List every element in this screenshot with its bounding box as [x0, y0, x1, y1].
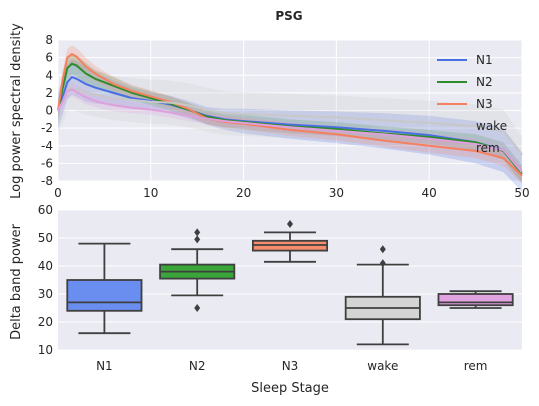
top-x-tick-label: 10	[143, 186, 158, 200]
legend-label-N1: N1	[476, 53, 493, 67]
box-N2	[159, 228, 236, 312]
box-body	[437, 293, 514, 307]
bottom-x-tick-label: rem	[464, 359, 488, 373]
top-x-tick-label: 30	[329, 186, 344, 200]
bottom-y-tick-label: 40	[38, 259, 53, 273]
band-N3	[58, 45, 522, 184]
outlier-point	[194, 235, 201, 244]
bottom-y-tick-label: 50	[38, 231, 53, 245]
chart-title: PSG	[275, 9, 302, 23]
bottom-x-axis-label: Sleep Stage	[251, 381, 329, 396]
top-y-tick-labels: 8 6 4 2 0 -2 -4 -6 -8	[41, 33, 53, 188]
box-N1	[66, 242, 143, 335]
bottom-y-tick-label: 30	[38, 287, 53, 301]
top-x-tick-labels: 0 10 20 30 40 50	[54, 186, 529, 200]
line-wake	[57, 86, 523, 156]
top-y-tick-label: 2	[45, 86, 53, 100]
top-y-tick-label: 6	[45, 51, 53, 65]
outlier-point	[379, 259, 386, 268]
top-y-tick-label: -2	[41, 121, 53, 135]
bottom-x-tick-labels: N1 N2 N3 wake rem	[96, 359, 487, 373]
legend-label-rem: rem	[476, 141, 500, 155]
legend-label-N3: N3	[476, 97, 493, 111]
bottom-y-tick-labels: 10 20 30 40 50 60	[38, 203, 53, 357]
top-x-tick-label: 40	[422, 186, 437, 200]
top-x-tick-label: 0	[54, 186, 62, 200]
top-y-tick-label: 0	[45, 104, 53, 118]
outlier-point	[194, 304, 201, 312]
box-N3	[251, 220, 329, 263]
top-grid	[57, 39, 523, 182]
bottom-x-tick-label: wake	[367, 359, 398, 373]
outlier-point	[194, 228, 201, 237]
bottom-x-tick-label: N1	[96, 359, 113, 373]
top-y-tick-label: -4	[41, 139, 53, 153]
outlier-point	[379, 245, 386, 254]
top-y-tick-label: 8	[45, 33, 53, 47]
top-series-lines	[57, 52, 523, 177]
box-wake	[344, 245, 421, 346]
bottom-y-axis-label: Delta band power	[9, 223, 24, 339]
outlier-point	[287, 220, 293, 228]
box-plots	[66, 220, 514, 346]
bottom-y-tick-label: 10	[38, 343, 53, 357]
bottom-x-tick-label: N3	[282, 359, 299, 373]
top-y-tick-label: 4	[45, 68, 53, 82]
bottom-x-tick-label: N2	[189, 359, 206, 373]
legend: N1 N2 N3 wake rem	[437, 53, 507, 155]
bottom-y-tick-label: 60	[38, 203, 53, 217]
top-y-tick-label: -8	[41, 174, 53, 188]
box-body	[66, 279, 143, 312]
band-wake	[58, 65, 522, 173]
top-y-axis-label: Log power spectral density	[9, 23, 24, 199]
delta-box-chart: N1 N2 N3 wake rem 10 20 30 40 50 60 Delta band po…	[9, 203, 522, 396]
top-x-tick-label: 20	[236, 186, 251, 200]
bottom-y-tick-label: 20	[38, 315, 53, 329]
line-rem	[57, 88, 523, 173]
legend-label-N2: N2	[476, 75, 493, 89]
legend-label-wake: wake	[476, 119, 507, 133]
top-y-tick-label: -6	[41, 156, 53, 170]
top-x-tick-label: 50	[514, 186, 529, 200]
box-rem	[437, 290, 514, 309]
